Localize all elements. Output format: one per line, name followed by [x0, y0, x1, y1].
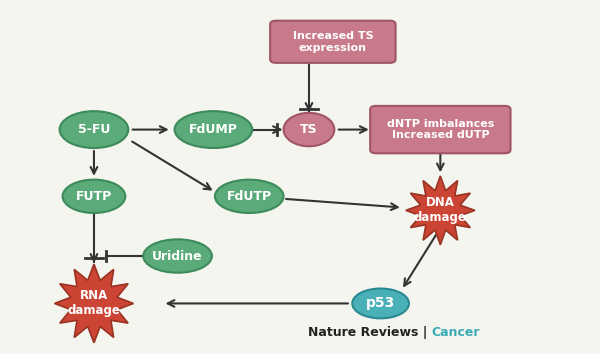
Text: p53: p53 — [366, 296, 395, 310]
Text: Cancer: Cancer — [431, 326, 480, 338]
Text: TS: TS — [300, 123, 318, 136]
Ellipse shape — [352, 289, 409, 318]
Text: FdUTP: FdUTP — [227, 190, 272, 203]
Polygon shape — [55, 264, 133, 343]
Text: dNTP imbalances
Increased dUTP: dNTP imbalances Increased dUTP — [386, 119, 494, 141]
Text: FdUMP: FdUMP — [189, 123, 238, 136]
Ellipse shape — [59, 111, 128, 148]
Text: 5-FU: 5-FU — [78, 123, 110, 136]
FancyBboxPatch shape — [370, 106, 511, 153]
Ellipse shape — [215, 179, 284, 213]
Text: FUTP: FUTP — [76, 190, 112, 203]
Text: Nature Reviews |: Nature Reviews | — [308, 326, 431, 338]
Ellipse shape — [175, 111, 252, 148]
Text: RNA
damage: RNA damage — [68, 290, 121, 318]
Ellipse shape — [143, 239, 212, 273]
FancyBboxPatch shape — [270, 21, 395, 63]
Ellipse shape — [284, 113, 334, 146]
Text: Uridine: Uridine — [152, 250, 203, 263]
Ellipse shape — [62, 179, 125, 213]
Text: DNA
damage: DNA damage — [414, 196, 467, 224]
Polygon shape — [406, 176, 475, 245]
Text: Increased TS
expression: Increased TS expression — [293, 31, 373, 53]
